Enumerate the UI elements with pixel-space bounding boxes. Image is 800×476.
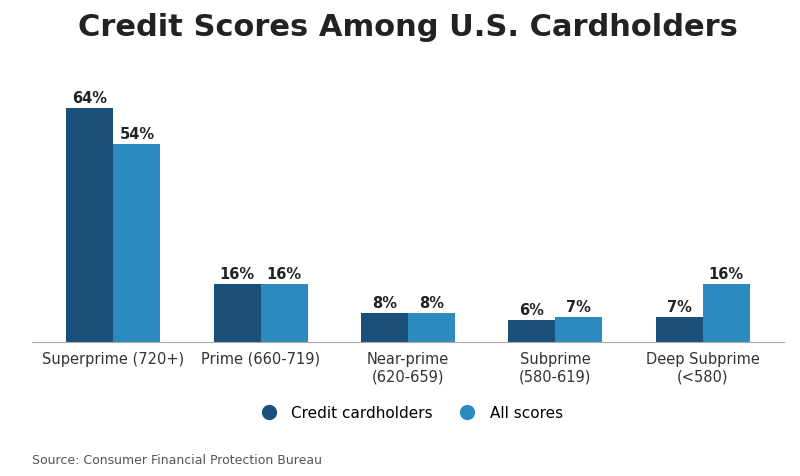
Title: Credit Scores Among U.S. Cardholders: Credit Scores Among U.S. Cardholders [78,13,738,42]
Text: 7%: 7% [666,299,691,314]
Text: Source: Consumer Financial Protection Bureau: Source: Consumer Financial Protection Bu… [32,454,322,466]
Bar [408,313,455,343]
Text: 8%: 8% [372,296,397,310]
Bar [261,284,308,343]
Bar [655,317,702,343]
Bar [361,313,408,343]
Text: 6%: 6% [519,303,544,318]
Bar [114,145,161,343]
Legend: Credit cardholders, All scores: Credit cardholders, All scores [247,399,569,426]
Bar [508,321,555,343]
Bar [66,109,114,343]
Text: 16%: 16% [266,266,302,281]
Text: 16%: 16% [219,266,254,281]
Text: 8%: 8% [419,296,444,310]
Bar [214,284,261,343]
Text: 16%: 16% [709,266,744,281]
Bar [555,317,602,343]
Text: 54%: 54% [119,127,154,142]
Bar [702,284,750,343]
Text: 7%: 7% [566,299,591,314]
Text: 64%: 64% [72,90,107,106]
